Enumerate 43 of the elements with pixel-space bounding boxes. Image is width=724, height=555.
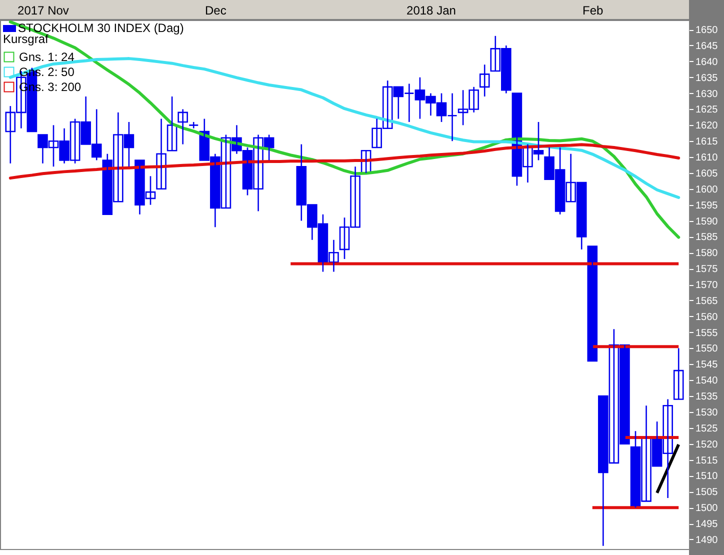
y-tick-label: 1545 — [696, 360, 718, 371]
y-tick-label: 1605 — [696, 168, 718, 180]
y-tick-label: 1585 — [696, 232, 718, 244]
x-tick-label: 2018 Jan — [406, 4, 456, 18]
candlestick — [188, 121, 199, 129]
y-tick-label: 1550 — [696, 344, 718, 355]
y-tick-label: 1535 — [696, 392, 718, 403]
y-tick-label: 1645 — [696, 40, 718, 52]
x-tick-label: 2017 Nov — [18, 4, 69, 18]
y-tick-label: 1570 — [696, 280, 718, 291]
y-tick-label: 1620 — [696, 120, 718, 132]
legend-label: Gns. 2: 50 — [19, 65, 75, 79]
y-tick-label: 1610 — [696, 152, 718, 164]
y-tick-label: 1565 — [696, 296, 718, 307]
y-tick-label: 1490 — [696, 534, 718, 546]
y-tick-label: 1560 — [696, 312, 718, 323]
x-tick-label: Feb — [582, 4, 604, 18]
candlestick — [587, 246, 598, 362]
y-tick-label: 1500 — [696, 503, 718, 514]
y-tick-label: 1625 — [696, 104, 718, 116]
line-series — [8, 143, 680, 180]
y-tick-label: 1635 — [696, 72, 718, 84]
y-tick-label: 1640 — [696, 56, 718, 68]
y-tick-label: 1615 — [696, 136, 718, 148]
y-tick-label: 1520 — [696, 439, 718, 450]
y-tick-label: 1600 — [696, 184, 718, 196]
legend-label: Gns. 1: 24 — [19, 50, 75, 64]
y-tick-label: 1495 — [696, 519, 718, 530]
y-tick-label: 1580 — [696, 248, 718, 260]
y-tick-label: 1575 — [696, 264, 718, 276]
legend-title: Kursgraf — [3, 32, 50, 46]
y-tick-label: 1510 — [696, 471, 718, 482]
y-tick-label: 1540 — [696, 376, 718, 387]
x-tick-label: Dec — [204, 4, 226, 18]
y-tick-label: 1595 — [696, 200, 718, 212]
y-tick-label: 1555 — [696, 328, 718, 339]
y-tick-label: 1590 — [696, 216, 718, 228]
y-tick-label: 1515 — [696, 455, 718, 466]
y-tick-label: 1505 — [696, 487, 718, 498]
y-tick-label: 1525 — [696, 423, 718, 434]
y-tick-label: 1650 — [696, 25, 718, 36]
y-tick-label: 1530 — [696, 407, 718, 418]
y-tick-label: 1630 — [696, 88, 718, 100]
